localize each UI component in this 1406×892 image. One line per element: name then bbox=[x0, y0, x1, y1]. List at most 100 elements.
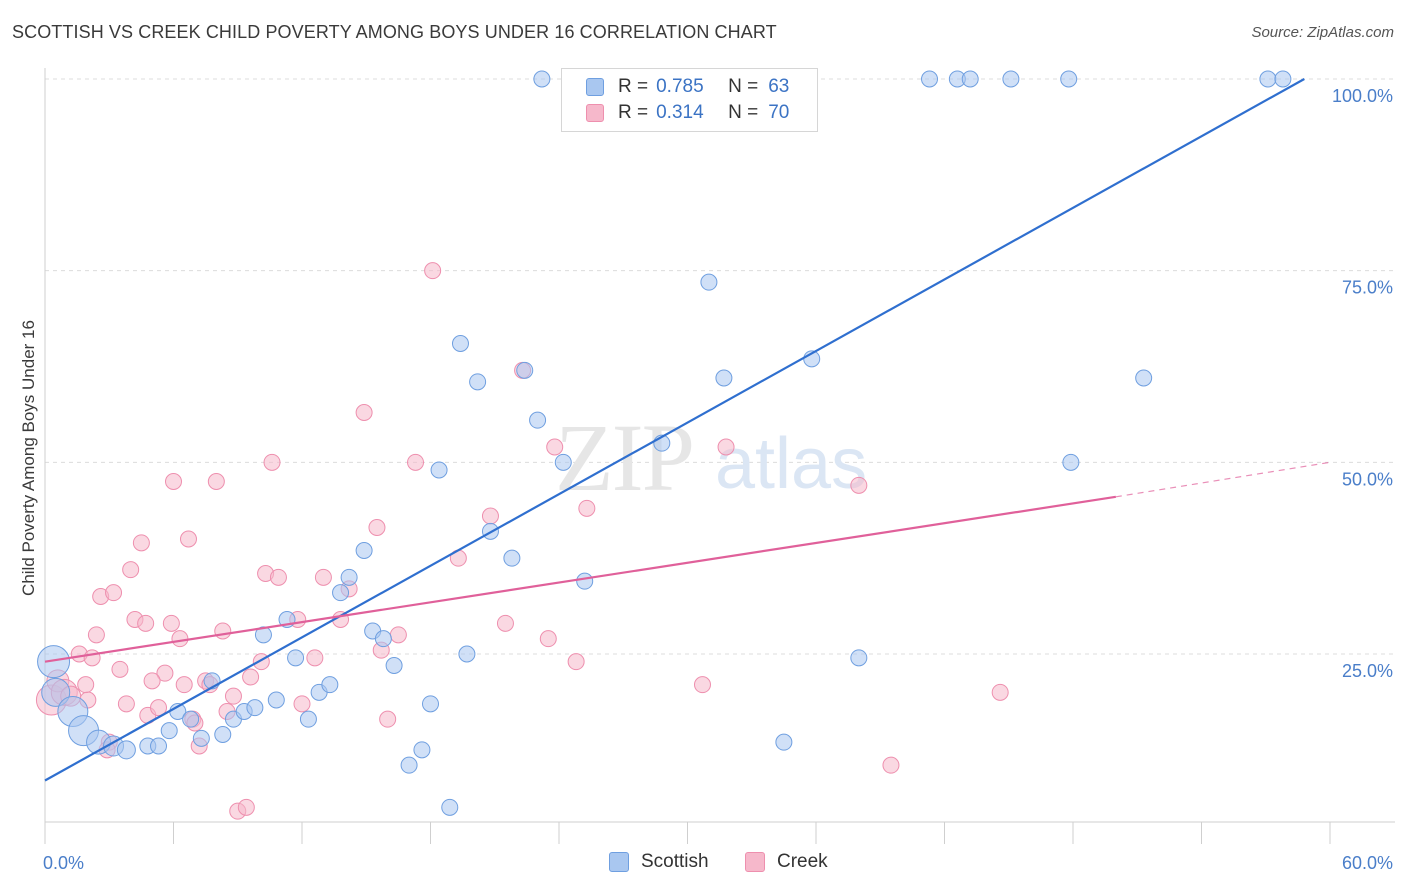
scottish-point bbox=[1135, 369, 1153, 387]
legend-r-value: 0.785 bbox=[656, 76, 704, 97]
creek-point bbox=[717, 438, 735, 456]
creek-point bbox=[882, 756, 900, 774]
scottish-point bbox=[1060, 70, 1078, 88]
creek-point bbox=[224, 687, 242, 705]
creek-point bbox=[424, 262, 442, 280]
creek-trendline-extension bbox=[1115, 461, 1331, 498]
creek-point bbox=[207, 473, 225, 490]
creek-point bbox=[111, 660, 129, 678]
creek-point bbox=[314, 568, 332, 586]
scottish-point bbox=[516, 361, 534, 379]
tick-labels: 25.0% 50.0% 75.0% 100.0% 0.0% 60.0% bbox=[43, 86, 1393, 873]
scottish-point bbox=[529, 411, 547, 429]
scottish-point bbox=[469, 373, 487, 391]
scottish-point bbox=[554, 453, 572, 471]
scottish-point bbox=[355, 542, 373, 559]
creek-point bbox=[122, 561, 140, 579]
scottish-point bbox=[458, 645, 476, 663]
creek-point bbox=[546, 438, 564, 456]
creek-point bbox=[214, 622, 232, 640]
scottish-point bbox=[340, 568, 358, 586]
creek-point bbox=[165, 473, 182, 490]
watermark-atlas: atlas bbox=[715, 424, 867, 504]
creek-point bbox=[578, 499, 596, 517]
legend-r-value: 0.314 bbox=[656, 102, 704, 123]
creek-point bbox=[850, 476, 868, 494]
creek-point bbox=[355, 404, 373, 421]
y-tick-label: 75.0% bbox=[1342, 278, 1393, 298]
chart-title: SCOTTISH VS CREEK CHILD POVERTY AMONG BO… bbox=[12, 22, 777, 42]
legend-row-creek: R = 0.314 N = 70 bbox=[586, 101, 789, 125]
scottish-point bbox=[214, 726, 232, 743]
creek-point bbox=[539, 630, 557, 648]
creek-point bbox=[105, 584, 123, 602]
y-axis-label: Child Poverty Among Boys Under 16 bbox=[19, 320, 38, 596]
y-tick-label: 100.0% bbox=[1332, 86, 1393, 106]
axes bbox=[44, 68, 1395, 844]
scottish-swatch bbox=[609, 852, 629, 872]
creek-point bbox=[379, 710, 397, 728]
x-tick-label: 60.0% bbox=[1342, 853, 1393, 873]
creek-point bbox=[407, 453, 425, 471]
creek-point bbox=[117, 695, 135, 713]
creek-point bbox=[269, 568, 287, 586]
creek-point bbox=[87, 626, 105, 644]
creek-point bbox=[179, 530, 197, 548]
scottish-point bbox=[422, 695, 439, 713]
scottish-point bbox=[267, 691, 285, 709]
scottish-point bbox=[533, 70, 551, 88]
scottish-point bbox=[775, 733, 793, 751]
creek-point bbox=[389, 626, 407, 644]
creek-point bbox=[83, 649, 101, 667]
scottish-point bbox=[700, 273, 718, 291]
legend-r-label: R = bbox=[618, 76, 649, 97]
creek-point bbox=[171, 630, 189, 648]
legend-n-value: 63 bbox=[768, 76, 790, 97]
y-tick-label: 50.0% bbox=[1342, 469, 1393, 489]
creek-point bbox=[162, 614, 180, 632]
correlation-legend: R = 0.785 N = 63 R = 0.314 N = 70 bbox=[561, 68, 818, 132]
creek-label: Creek bbox=[777, 851, 828, 872]
creek-point bbox=[991, 683, 1009, 701]
legend-r-label: R = bbox=[618, 102, 649, 123]
creek-point bbox=[132, 534, 150, 552]
scottish-point bbox=[385, 657, 403, 674]
creek-point bbox=[77, 676, 95, 694]
legend-n-label: N = bbox=[728, 76, 759, 97]
bottom-legend-scottish: Scottish bbox=[609, 851, 709, 873]
scottish-point bbox=[332, 584, 350, 602]
scottish-point bbox=[430, 461, 448, 479]
scottish-point bbox=[1002, 70, 1020, 88]
x-tick-label: 0.0% bbox=[43, 853, 84, 873]
scottish-point bbox=[37, 645, 71, 679]
scottish-swatch bbox=[586, 78, 604, 96]
scottish-point bbox=[1259, 70, 1277, 88]
scottish-point bbox=[961, 70, 979, 88]
creek-swatch bbox=[745, 852, 765, 872]
y-tick-label: 25.0% bbox=[1342, 661, 1393, 681]
creek-point bbox=[693, 676, 711, 694]
scottish-point bbox=[41, 677, 71, 707]
source-credit: Source: ZipAtlas.com bbox=[1251, 24, 1394, 41]
creek-point bbox=[175, 676, 193, 694]
scottish-point bbox=[182, 710, 200, 728]
scottish-point bbox=[254, 626, 272, 644]
scottish-point bbox=[576, 572, 594, 590]
creek-point bbox=[293, 695, 311, 713]
legend-row-scottish: R = 0.785 N = 63 bbox=[586, 75, 789, 99]
scottish-point bbox=[374, 630, 392, 648]
scottish-point bbox=[441, 798, 459, 816]
legend-n-label: N = bbox=[728, 102, 759, 123]
creek-trendline bbox=[44, 495, 1117, 663]
legend-n-value: 70 bbox=[768, 102, 790, 123]
creek-swatch bbox=[586, 104, 604, 122]
creek-points bbox=[35, 262, 1009, 820]
scottish-point bbox=[287, 649, 305, 667]
scottish-point bbox=[1062, 453, 1080, 471]
scottish-point bbox=[413, 741, 431, 759]
scottish-point bbox=[1274, 70, 1292, 88]
scottish-point bbox=[192, 729, 210, 747]
creek-point bbox=[156, 664, 174, 682]
scottish-point bbox=[150, 737, 168, 755]
